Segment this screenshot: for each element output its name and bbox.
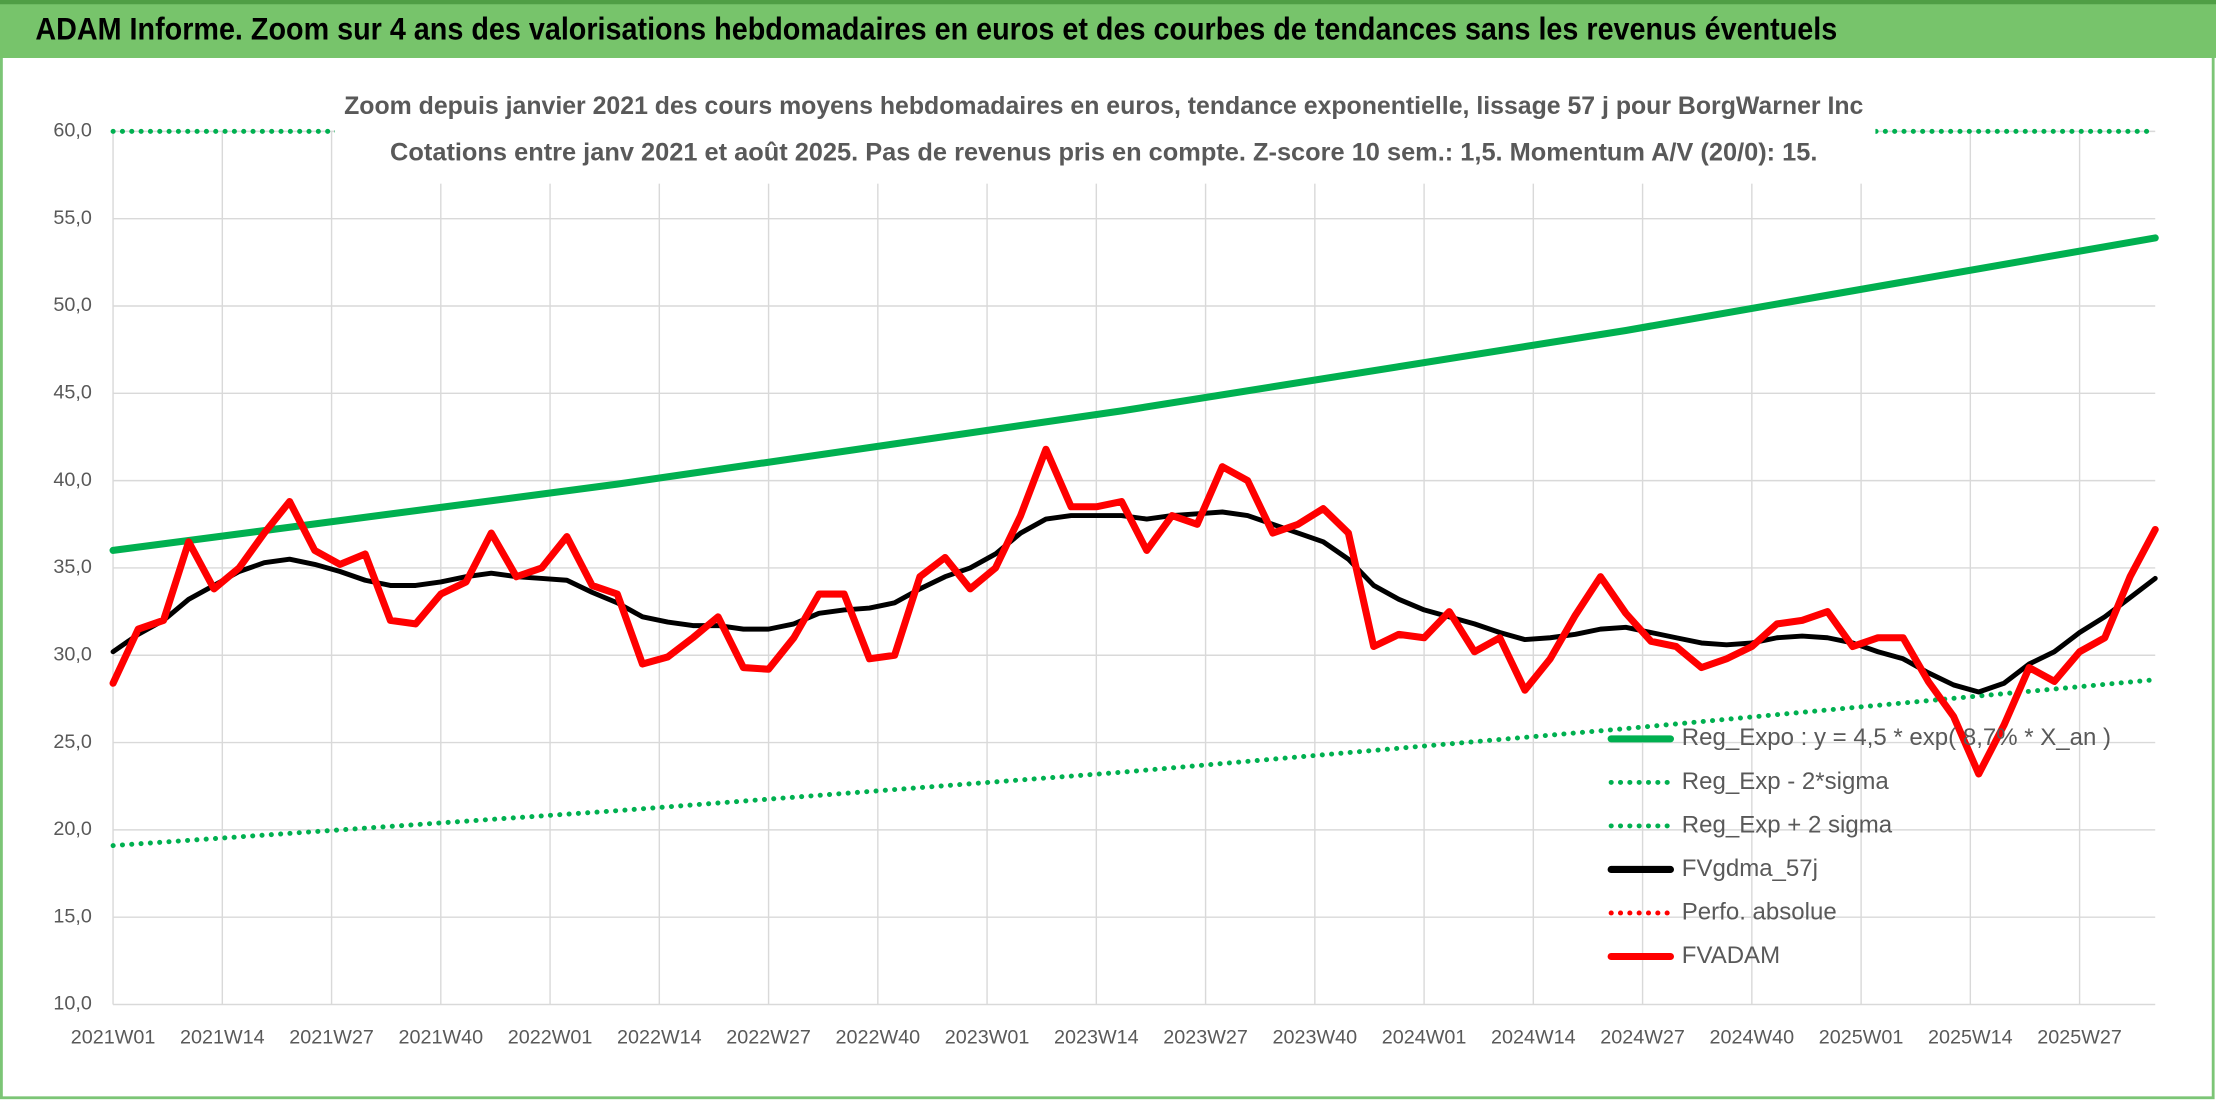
x-tick-label: 2021W27 [289, 1027, 374, 1049]
legend-label: Perfo. absolue [1682, 898, 1837, 925]
x-tick-label: 2025W27 [2037, 1027, 2122, 1049]
x-tick-label: 2022W40 [836, 1027, 921, 1049]
x-tick-label: 2022W27 [726, 1027, 811, 1049]
x-tick-label: 2023W01 [945, 1027, 1030, 1049]
y-tick-label: 25,0 [53, 731, 91, 753]
y-tick-label: 10,0 [53, 993, 91, 1015]
x-tick-label: 2025W14 [1928, 1027, 2013, 1049]
x-tick-label: 2021W14 [180, 1027, 265, 1049]
header-border [0, 0, 2216, 5]
x-tick-label: 2023W14 [1054, 1027, 1139, 1049]
x-tick-label: 2021W40 [398, 1027, 483, 1049]
x-tick-label: 2024W14 [1491, 1027, 1576, 1049]
legend: Reg_Expo : y = 4,5 * exp( 8,7% * X_an ) R… [1607, 724, 2111, 969]
y-tick-label: 55,0 [53, 207, 91, 229]
y-tick-label: 60,0 [53, 120, 91, 142]
x-tick-label: 2022W01 [508, 1027, 593, 1049]
chart-subtitle: Cotations entre janv 2021 et août 2025. … [390, 139, 1817, 167]
title-box [334, 81, 1876, 184]
y-tick-label: 45,0 [53, 382, 91, 404]
chart-title: Zoom depuis janvier 2021 des cours moyen… [344, 92, 1863, 120]
x-tick-label: 2024W01 [1382, 1027, 1467, 1049]
series-line [110, 509, 2158, 695]
x-tick-label: 2025W01 [1819, 1027, 1904, 1049]
legend-label: FVgdma_57j [1682, 855, 1818, 882]
series-line [109, 445, 2159, 778]
legend-label: Reg_Exp + 2 sigma [1682, 811, 1893, 838]
series-line [109, 234, 2159, 554]
y-tick-label: 30,0 [53, 643, 91, 665]
y-tick-label: 35,0 [53, 556, 91, 578]
y-tick-label: 40,0 [53, 469, 91, 491]
x-tick-label: 2024W40 [1710, 1027, 1795, 1049]
x-tick-label: 2022W14 [617, 1027, 702, 1049]
legend-label: Reg_Expo : y = 4,5 * exp( 8,7% * X_an ) [1682, 724, 2111, 751]
y-tick-label: 15,0 [53, 905, 91, 927]
legend-label: FVADAM [1682, 942, 1780, 969]
legend-label: Reg_Exp - 2*sigma [1682, 768, 1890, 795]
y-tick-label: 50,0 [53, 294, 91, 316]
plot-area: 10,0 15,0 20,0 25,0 30,0 35,0 40,0 45,0 50,0 55,0… [53, 120, 2159, 1049]
x-tick-label: 2023W40 [1273, 1027, 1358, 1049]
x-tick-label: 2023W27 [1163, 1027, 1248, 1049]
y-tick-label: 20,0 [53, 818, 91, 840]
series-line [110, 677, 2158, 849]
x-tick-label: 2021W01 [71, 1027, 156, 1049]
header-bar [0, 0, 2216, 58]
x-tick-label: 2024W27 [1600, 1027, 1685, 1049]
header-title: ADAM Informe. Zoom sur 4 ans des valoris… [35, 11, 1837, 46]
